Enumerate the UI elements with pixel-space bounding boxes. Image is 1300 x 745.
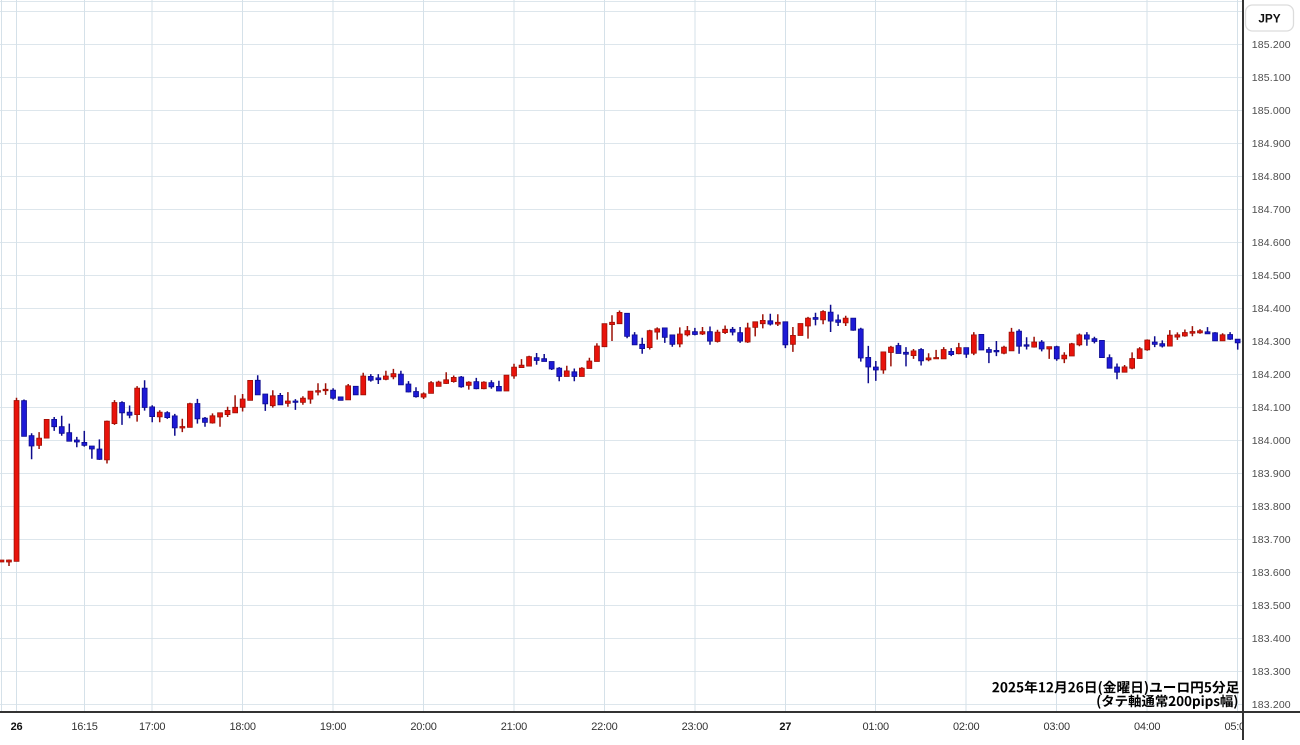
svg-text:04:00: 04:00 bbox=[1134, 721, 1160, 733]
svg-text:19:00: 19:00 bbox=[320, 721, 346, 733]
svg-text:184.100: 184.100 bbox=[1252, 402, 1291, 414]
svg-text:184.300: 184.300 bbox=[1252, 336, 1291, 348]
svg-text:26: 26 bbox=[11, 721, 23, 733]
svg-text:184.400: 184.400 bbox=[1252, 303, 1291, 315]
svg-text:183.900: 183.900 bbox=[1252, 468, 1291, 480]
svg-text:16:15: 16:15 bbox=[71, 721, 97, 733]
svg-text:01:00: 01:00 bbox=[863, 721, 889, 733]
svg-text:21:00: 21:00 bbox=[501, 721, 527, 733]
svg-text:184.500: 184.500 bbox=[1252, 270, 1291, 282]
svg-text:184.800: 184.800 bbox=[1252, 171, 1291, 183]
svg-text:22:00: 22:00 bbox=[591, 721, 617, 733]
svg-text:185.200: 185.200 bbox=[1252, 39, 1291, 51]
svg-text:185.100: 185.100 bbox=[1252, 72, 1291, 84]
svg-text:184.700: 184.700 bbox=[1252, 204, 1291, 216]
svg-text:02:00: 02:00 bbox=[953, 721, 979, 733]
svg-text:183.800: 183.800 bbox=[1252, 501, 1291, 513]
svg-text:185.000: 185.000 bbox=[1252, 105, 1291, 117]
svg-text:184.900: 184.900 bbox=[1252, 138, 1291, 150]
svg-text:184.600: 184.600 bbox=[1252, 237, 1291, 249]
svg-text:184.000: 184.000 bbox=[1252, 435, 1291, 447]
svg-text:183.600: 183.600 bbox=[1252, 567, 1291, 579]
svg-text:05:00: 05:00 bbox=[1224, 721, 1250, 733]
svg-text:183.500: 183.500 bbox=[1252, 600, 1291, 612]
svg-text:183.700: 183.700 bbox=[1252, 534, 1291, 546]
svg-text:20:00: 20:00 bbox=[410, 721, 436, 733]
svg-text:183.300: 183.300 bbox=[1252, 666, 1291, 678]
svg-text:JPY: JPY bbox=[1258, 12, 1280, 26]
svg-text:23:00: 23:00 bbox=[682, 721, 708, 733]
svg-text:27: 27 bbox=[779, 721, 791, 733]
svg-text:183.400: 183.400 bbox=[1252, 633, 1291, 645]
svg-text:18:00: 18:00 bbox=[229, 721, 255, 733]
svg-text:17:00: 17:00 bbox=[139, 721, 165, 733]
svg-text:183.200: 183.200 bbox=[1252, 699, 1291, 711]
svg-text:03:00: 03:00 bbox=[1044, 721, 1070, 733]
svg-text:184.200: 184.200 bbox=[1252, 369, 1291, 381]
